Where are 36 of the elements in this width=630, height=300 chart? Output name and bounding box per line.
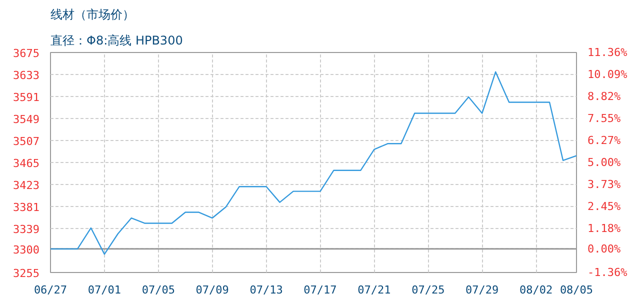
- y-tick-label: 3423: [13, 179, 40, 192]
- y2-tick-label: 3.73%: [588, 178, 621, 191]
- x-tick-label: 07/29: [466, 284, 499, 296]
- y-tick-label: 3633: [13, 69, 40, 82]
- x-tick-label: 07/01: [88, 284, 122, 296]
- y2-tick-label: 11.36%: [588, 46, 628, 59]
- y2-tick-label: 10.09%: [588, 68, 628, 81]
- y-tick-label: 3381: [13, 201, 40, 214]
- y2-tick-label: 5.00%: [588, 156, 621, 169]
- x-tick-label: 07/17: [304, 284, 337, 296]
- y2-tick-label: 2.45%: [588, 200, 621, 214]
- chart-subtitle: 直径：Φ8:高线 HPB300: [50, 34, 183, 48]
- y-tick-label: 3507: [13, 135, 40, 148]
- x-tick-label: 07/05: [142, 284, 175, 296]
- y-tick-label: 3465: [13, 157, 40, 170]
- y-tick-label: 3255: [13, 267, 40, 280]
- x-tick-label: 07/09: [196, 284, 229, 296]
- line-series: [50, 71, 576, 255]
- x-tick-label: 07/13: [250, 284, 283, 296]
- x-tick-label: 07/25: [412, 284, 445, 296]
- y-tick-label: 3300: [13, 243, 40, 256]
- x-tick-label: 06/27: [34, 284, 68, 296]
- y-tick-label: 3549: [13, 113, 40, 126]
- y2-tick-label: 8.82%: [588, 90, 621, 103]
- y2-tick-label: -1.36%: [588, 266, 628, 279]
- y2-tick-label: 6.27%: [588, 134, 621, 148]
- y2-tick-label: 1.18%: [588, 222, 621, 236]
- y-tick-label: 3339: [13, 223, 40, 236]
- x-tick-label: 08/02: [519, 284, 553, 296]
- y-tick-label: 3675: [13, 47, 40, 60]
- y-tick-label: 3591: [13, 91, 40, 104]
- chart-title: 线材（市场价）: [50, 8, 134, 22]
- y2-tick-label: 7.55%: [588, 112, 621, 125]
- y2-tick-label: 0.00%: [588, 242, 621, 256]
- x-tick-label: 07/21: [358, 284, 391, 296]
- x-tick-label: 08/05: [560, 284, 594, 296]
